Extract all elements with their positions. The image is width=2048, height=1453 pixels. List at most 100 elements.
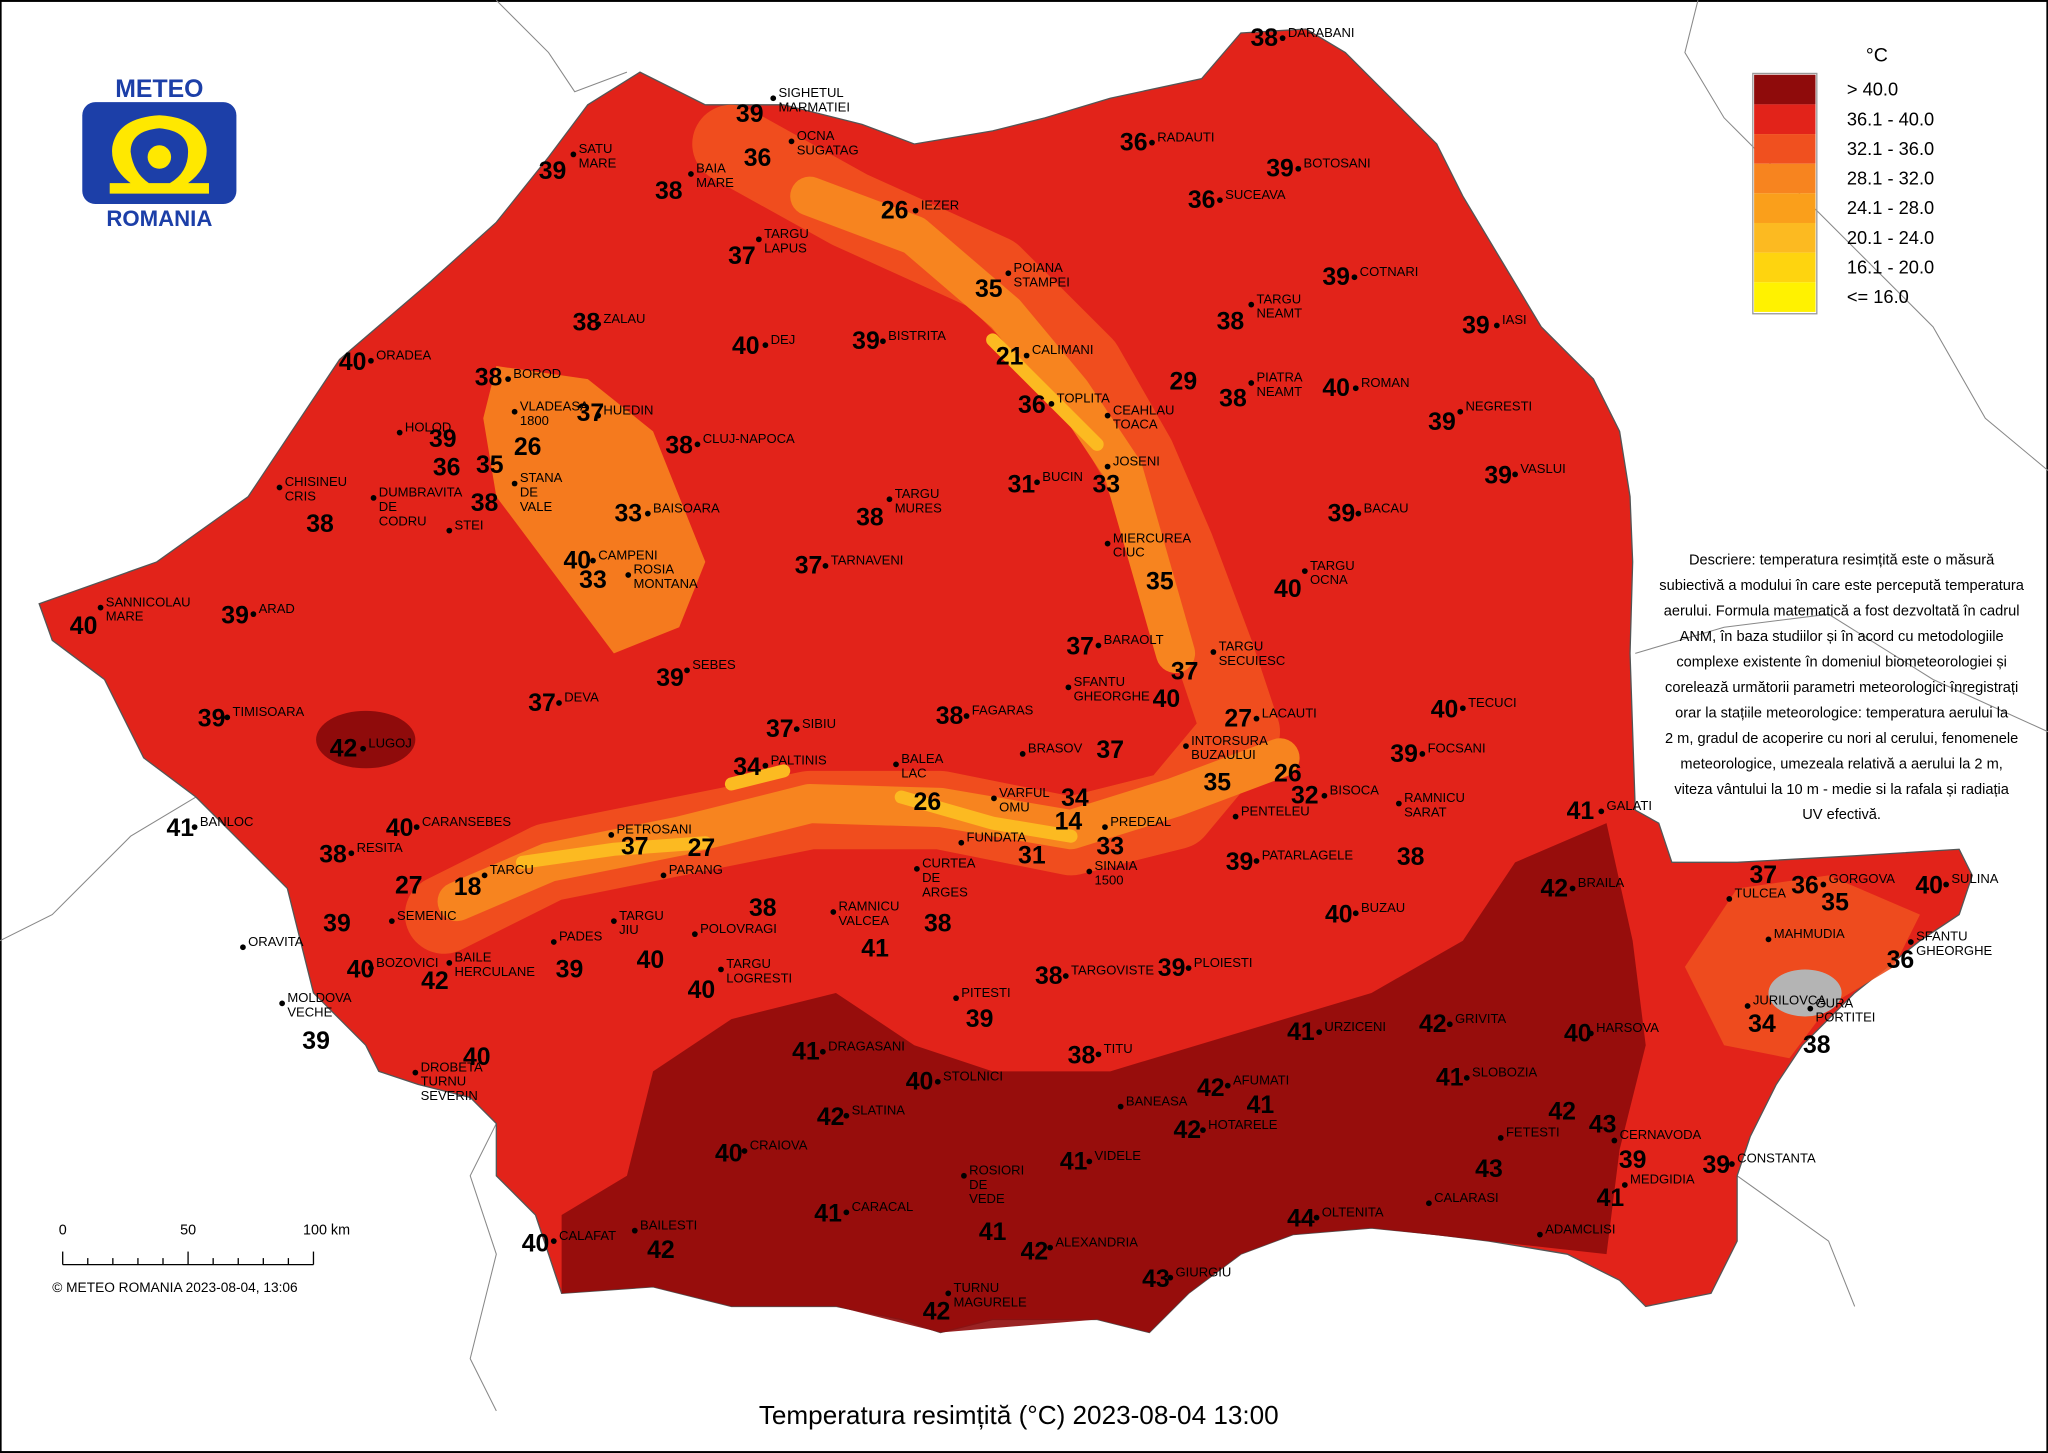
station-name-line: DE <box>922 870 940 885</box>
station-value: 27 <box>395 873 423 900</box>
logo-sun <box>147 145 172 169</box>
station-dot <box>718 966 724 973</box>
station-name-line: ZALAU <box>603 311 645 326</box>
station: 39 SEBES <box>656 657 736 692</box>
station-name: PLOIESTI <box>1194 955 1253 970</box>
station-dot <box>958 839 965 846</box>
station-value: 36 <box>433 455 461 482</box>
mountain-zone <box>483 366 706 654</box>
station-name: SULINA <box>1951 871 1998 886</box>
station-value: 27 <box>1224 705 1252 732</box>
station-name-line: CHISINEU <box>285 474 347 489</box>
station-dot <box>991 795 997 802</box>
legend-label: 36.1 - 40.0 <box>1847 108 1934 129</box>
station: 42 BAILESTI <box>631 1217 697 1264</box>
station-value: 37 <box>1749 862 1777 889</box>
scale-label: 50 <box>180 1223 196 1239</box>
station-name-line: SECUIESC <box>1219 653 1286 668</box>
station-name: CALARASI <box>1434 1190 1499 1205</box>
station-dot <box>446 960 453 966</box>
station-name: PITESTI <box>961 985 1010 1000</box>
station: 37 SIBIU <box>766 716 836 743</box>
station-name-line: HOLOD <box>405 419 451 434</box>
station-dot <box>1426 1200 1432 1207</box>
station-name-line: URZICENI <box>1324 1019 1386 1034</box>
station-name: BOROD <box>513 366 561 381</box>
station-value: 39 <box>966 1006 994 1033</box>
logo-omega <box>109 115 209 194</box>
station-dot <box>1395 800 1402 807</box>
station-name: ROSIA MONTANA <box>633 562 698 591</box>
station: 38 TARGU NEAMT <box>1217 291 1303 335</box>
station-name-line: CARACAL <box>852 1199 914 1214</box>
station-value: 40 <box>463 1044 491 1071</box>
station-name-line: CALARASI <box>1434 1190 1499 1205</box>
station-name: ROSIORI DE VEDE <box>969 1163 1024 1207</box>
station: 26 IEZER <box>881 197 959 224</box>
station: 35 STANA DE VALE <box>476 452 563 514</box>
legend-swatch <box>1754 104 1816 135</box>
station-value: 39 <box>656 665 684 692</box>
station: 39 ORAVITA <box>240 911 351 951</box>
station-value: 39 <box>429 426 457 453</box>
station: 41 BANEASA <box>1117 1092 1274 1119</box>
station-dot <box>1537 1231 1543 1238</box>
station-dot <box>1065 684 1072 691</box>
station-value: 41 <box>1436 1065 1464 1092</box>
station: 40 SANNICOLAU MARE <box>70 594 191 639</box>
station: 34 JURILOVCA <box>1744 993 1827 1038</box>
station-name: SFANTU GHEORGHE <box>1916 929 1992 958</box>
station-name-line: HERCULANE <box>455 964 536 979</box>
station-name: JURILOVCA <box>1753 993 1827 1008</box>
station-name: GALATI <box>1607 798 1652 813</box>
station-name: GURA PORTITEI <box>1816 995 1876 1024</box>
station-name-line: RAMNICU <box>839 899 900 914</box>
station-name: HARSOVA <box>1596 1020 1659 1035</box>
station: 32 BISOCA <box>1291 782 1379 809</box>
station: 38 BAIA MARE <box>655 161 734 205</box>
station-name-line: BRASOV <box>1028 741 1083 756</box>
station-name-line: LAPUS <box>764 240 807 255</box>
station-name: GRIVITA <box>1455 1011 1507 1026</box>
station-name: TECUCI <box>1468 695 1517 710</box>
station-name-line: BANEASA <box>1126 1093 1188 1108</box>
station-value: 33 <box>1096 833 1124 860</box>
station-name-line: VALCEA <box>839 913 890 928</box>
description-line: corelează următorii parametri meteorolog… <box>1665 680 2018 696</box>
station-dot <box>1253 858 1260 864</box>
logo-text: ROMANIA <box>106 206 212 231</box>
station-value: 39 <box>302 1028 330 1055</box>
station-name: BUZAU <box>1361 900 1405 915</box>
station-name-line: PORTITEI <box>1816 1010 1876 1025</box>
station-name: SEMENIC <box>397 908 456 923</box>
station-name-line: ARAD <box>259 601 295 616</box>
station: 41 GALATI <box>1567 798 1652 825</box>
station: 33 ROSIA MONTANA <box>579 562 698 594</box>
station-value: 38 <box>924 911 952 938</box>
station-name-line: FAGARAS <box>972 703 1034 718</box>
station-name-line: POIANA <box>1014 260 1064 275</box>
description-line: viteza vântului la 10 m - medie si la ra… <box>1674 782 2009 798</box>
station-value: 40 <box>1153 686 1181 713</box>
station-name-line: OLTENITA <box>1322 1204 1384 1219</box>
legend-swatch <box>1754 222 1816 253</box>
station-name: ROMAN <box>1361 375 1410 390</box>
station-value: 40 <box>1274 576 1302 603</box>
station: 42 HOTARELE <box>1173 1117 1277 1144</box>
station-dot <box>1459 705 1466 712</box>
station-name: ALEXANDRIA <box>1055 1234 1138 1249</box>
station-name-line: BOZOVICI <box>376 955 438 970</box>
station-value: 26 <box>514 434 542 461</box>
station-value: 42 <box>1540 875 1568 902</box>
legend-label: 28.1 - 32.0 <box>1847 168 1934 189</box>
station-name: PETROSANI <box>616 822 691 837</box>
station: 37 HUEDIN <box>577 400 654 427</box>
station-name: DROBETA TURNU SEVERIN <box>421 1059 483 1103</box>
station-name-line: VIDELE <box>1095 1148 1142 1163</box>
station-dot <box>893 761 899 768</box>
station: 37 BARAOLT <box>1066 632 1163 660</box>
station-value: 42 <box>647 1237 675 1264</box>
station-name-line: BUZAULUI <box>1191 747 1256 762</box>
station-name-line: SARAT <box>1404 805 1447 820</box>
